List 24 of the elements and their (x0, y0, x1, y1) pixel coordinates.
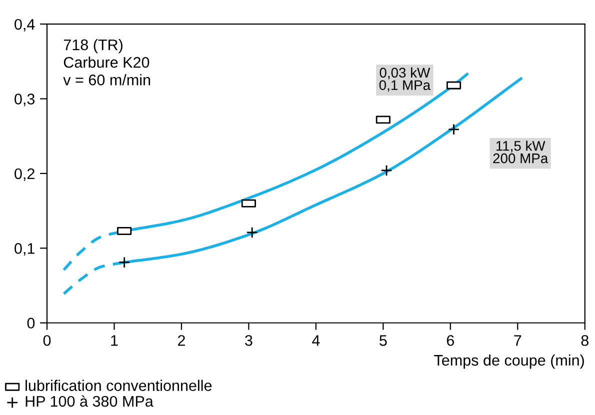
x-tick-label: 2 (178, 335, 185, 346)
x-tick-label: 5 (380, 335, 387, 346)
x-tick-label: 3 (245, 335, 252, 346)
y-tick-label: 0,4 (14, 18, 35, 32)
legend-label: lubrification conventionnelle (26, 380, 212, 391)
annotation: 718 (TR) Carbure K20 v = 60 m/min (63, 39, 150, 86)
x-tick-label: 7 (514, 335, 522, 346)
x-tick-label: 0 (43, 335, 51, 346)
point (448, 124, 460, 136)
y-tick-label: 0 (27, 318, 35, 329)
x-tick-label: 8 (581, 335, 588, 346)
point (118, 256, 130, 268)
legend-label: HP 100 à 380 MPa (26, 395, 154, 407)
y-tick-label: 0,1 (14, 243, 34, 256)
y-tick-label: 0,2 (14, 168, 34, 181)
annotation: 11,5 kW 200 MPa (493, 140, 548, 164)
y-tick-label: 0,3 (14, 94, 35, 106)
x-tick-label: 4 (312, 335, 320, 346)
point (380, 164, 392, 176)
annotation: 0,03 kW 0,1 MPa (379, 67, 431, 92)
x-tick-label: 6 (446, 335, 454, 346)
point (246, 226, 258, 238)
x-tick-label: 1 (111, 335, 118, 346)
x-axis-title: Temps de coupe (min) (434, 354, 584, 369)
